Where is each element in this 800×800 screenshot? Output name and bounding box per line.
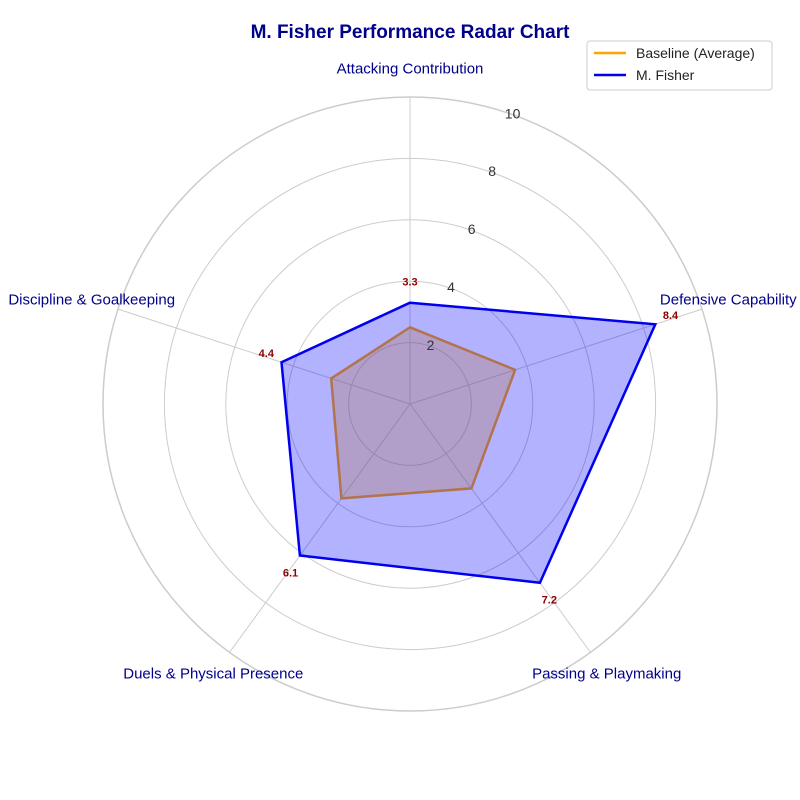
radial-tick-label-10: 10 bbox=[505, 105, 521, 121]
series-area-baseline-average bbox=[331, 327, 516, 499]
radial-tick-label-8: 8 bbox=[488, 163, 496, 179]
axis-label-discipline-goalkeeping: Discipline & Goalkeeping bbox=[8, 292, 175, 309]
series-line-baseline-average bbox=[329, 325, 517, 500]
radial-tick-label-6: 6 bbox=[468, 221, 476, 237]
legend-label-baseline: Baseline (Average) bbox=[636, 45, 755, 61]
data-label-duels-physical-presence: 6.1 bbox=[283, 567, 298, 579]
tick-layer: 2 4 6 8 10 bbox=[427, 105, 521, 352]
legend-label-fisher: M. Fisher bbox=[636, 67, 695, 83]
chart-title: M. Fisher Performance Radar Chart bbox=[251, 22, 571, 43]
legend: Baseline (Average) M. Fisher bbox=[586, 40, 773, 91]
legend-frame bbox=[586, 40, 773, 91]
radial-tick-label-4: 4 bbox=[447, 279, 455, 295]
data-label-discipline-goalkeeping: 4.4 bbox=[259, 348, 275, 360]
series-area-m-fisher bbox=[281, 302, 656, 583]
spoke-2 bbox=[409, 403, 591, 653]
data-label-attacking-contribution: 3.3 bbox=[402, 277, 417, 289]
axis-label-attacking-contribution: Attacking Contribution bbox=[337, 60, 484, 77]
data-label-passing-playmaking: 7.2 bbox=[542, 595, 557, 607]
grid-layer bbox=[102, 96, 718, 712]
series-layer bbox=[280, 301, 658, 585]
series-line-m-fisher bbox=[280, 301, 658, 585]
spoke-4 bbox=[117, 308, 411, 405]
label-layer: Attacking Contribution Defensive Capabili… bbox=[8, 60, 797, 682]
data-label-defensive-capability: 8.4 bbox=[663, 310, 679, 322]
axis-label-passing-playmaking: Passing & Playmaking bbox=[532, 666, 681, 683]
spoke-3 bbox=[229, 403, 411, 653]
axis-label-defensive-capability: Defensive Capability bbox=[660, 292, 797, 309]
radial-tick-label-2: 2 bbox=[427, 337, 435, 353]
axis-label-duels-physical-presence: Duels & Physical Presence bbox=[123, 666, 303, 683]
